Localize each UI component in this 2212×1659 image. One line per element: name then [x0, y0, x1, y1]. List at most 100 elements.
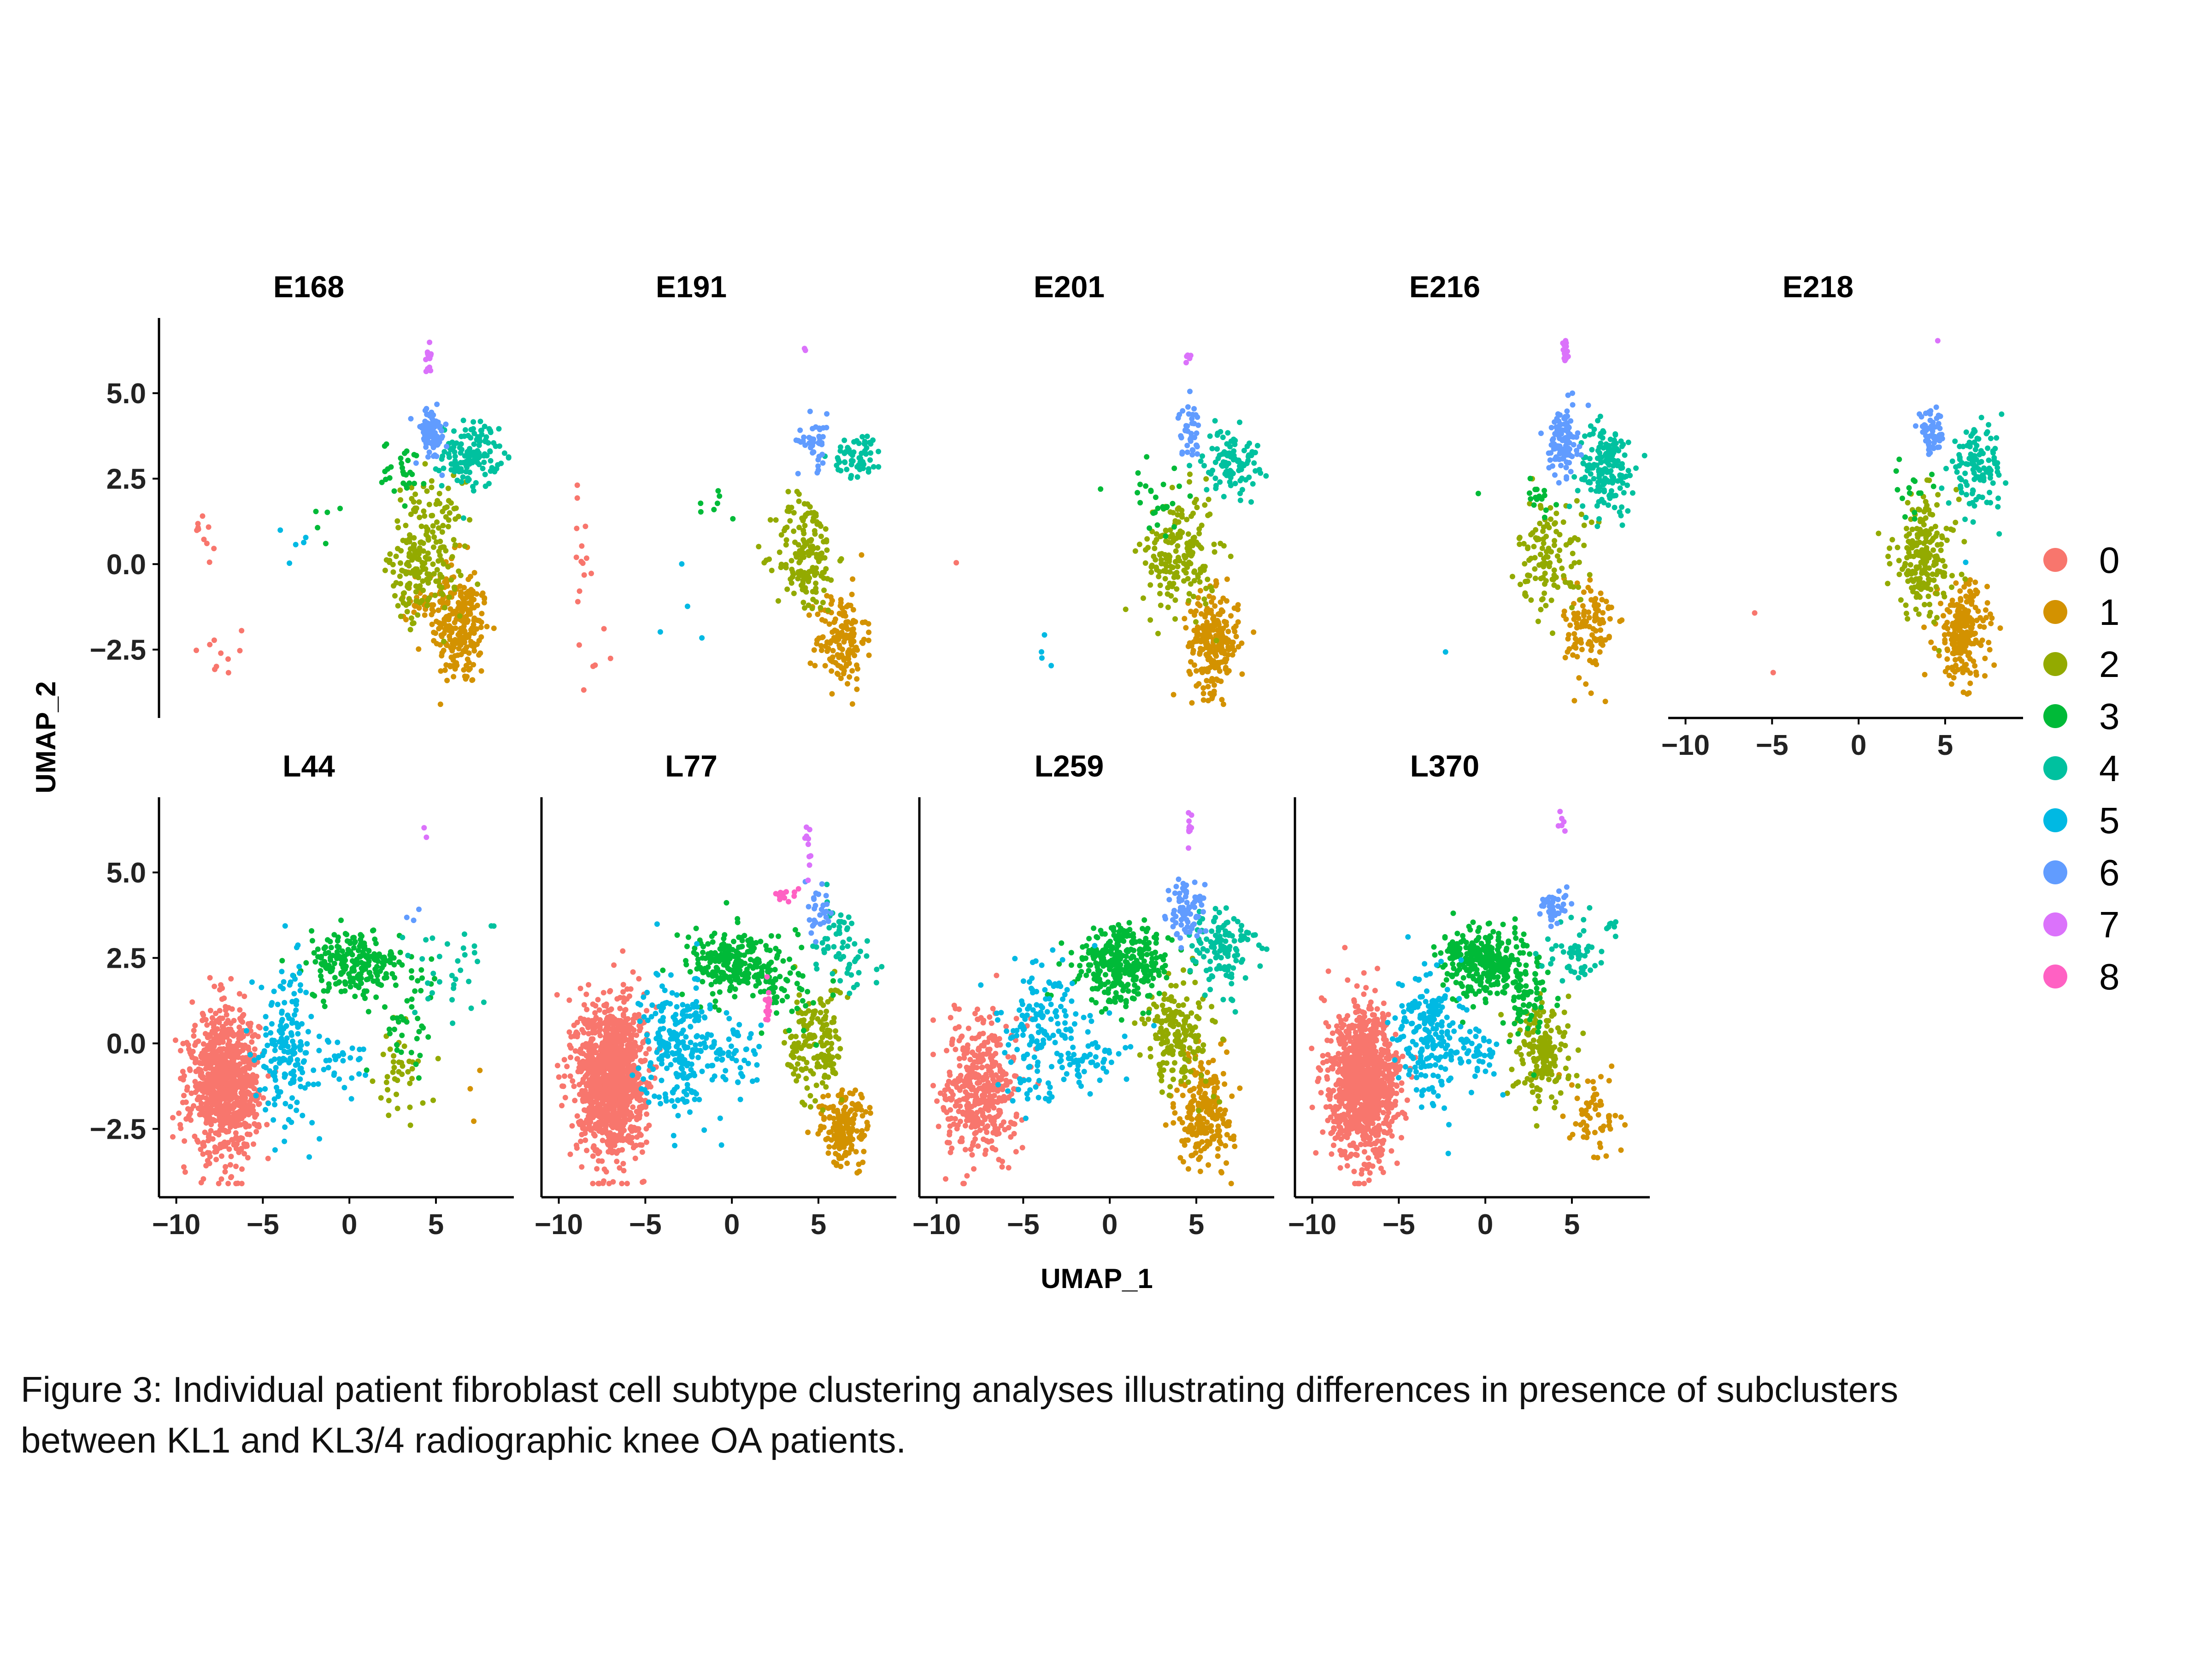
point-cluster-6 [1556, 456, 1562, 462]
point-cluster-2 [1896, 558, 1902, 564]
point-cluster-1 [1953, 580, 1959, 586]
point-cluster-1 [1205, 698, 1211, 704]
point-cluster-3 [346, 971, 352, 977]
point-cluster-5 [289, 999, 295, 1005]
point-cluster-1 [822, 618, 828, 624]
point-cluster-2 [1163, 569, 1169, 575]
point-cluster-1 [435, 607, 441, 613]
point-cluster-5 [1039, 655, 1045, 661]
point-cluster-4 [1217, 479, 1223, 485]
point-cluster-4 [1627, 472, 1633, 478]
point-cluster-5 [293, 1007, 299, 1013]
point-cluster-2 [806, 569, 812, 575]
point-cluster-3 [1135, 470, 1141, 476]
point-cluster-1 [452, 666, 458, 672]
point-cluster-3 [373, 941, 379, 947]
point-cluster-6 [819, 452, 825, 458]
point-cluster-1 [1183, 625, 1189, 631]
point-cluster-2 [1910, 578, 1916, 584]
point-cluster-3 [364, 1067, 370, 1073]
point-cluster-1 [835, 632, 841, 638]
point-cluster-2 [1896, 571, 1902, 577]
point-cluster-5 [253, 1093, 259, 1099]
point-cluster-3 [1553, 502, 1559, 508]
point-cluster-2 [433, 539, 439, 545]
x-tick-label: 5 [1937, 729, 1953, 761]
point-cluster-0 [567, 1151, 573, 1157]
point-cluster-1 [429, 621, 435, 627]
point-cluster-2 [1148, 564, 1154, 570]
point-cluster-0 [233, 1050, 239, 1056]
point-cluster-2 [390, 562, 396, 568]
point-cluster-2 [815, 545, 821, 551]
point-cluster-4 [856, 441, 862, 446]
point-cluster-1 [479, 611, 485, 617]
point-cluster-3 [405, 458, 411, 464]
point-cluster-2 [1510, 574, 1515, 580]
point-cluster-2 [1157, 582, 1163, 588]
point-cluster-1 [1204, 678, 1210, 683]
point-cluster-0 [256, 1101, 262, 1107]
point-cluster-4 [1253, 468, 1259, 474]
point-cluster-7 [1563, 353, 1569, 359]
point-cluster-3 [319, 977, 324, 983]
point-cluster-2 [1570, 551, 1576, 556]
point-cluster-3 [404, 448, 410, 454]
point-cluster-4 [1600, 482, 1606, 488]
point-cluster-0 [601, 626, 607, 632]
point-cluster-0 [230, 1122, 236, 1128]
point-cluster-5 [288, 1104, 294, 1110]
point-cluster-3 [1147, 525, 1153, 531]
point-cluster-2 [398, 581, 403, 587]
point-cluster-1 [1251, 629, 1257, 635]
point-cluster-1 [1597, 649, 1603, 655]
point-cluster-3 [1163, 533, 1169, 539]
point-cluster-6 [1191, 406, 1197, 412]
points [554, 824, 885, 1187]
point-cluster-4 [1580, 460, 1586, 466]
point-cluster-1 [1988, 621, 1994, 626]
point-cluster-0 [232, 1073, 237, 1079]
point-cluster-0 [241, 1151, 247, 1157]
point-cluster-2 [1934, 502, 1940, 508]
point-cluster-4 [1596, 516, 1602, 522]
point-cluster-0 [200, 1075, 206, 1081]
point-cluster-3 [1153, 494, 1159, 500]
point-cluster-4 [1239, 475, 1245, 481]
point-cluster-3 [415, 1016, 421, 1021]
point-cluster-0 [217, 1098, 223, 1104]
point-cluster-4 [483, 434, 489, 440]
point-cluster-3 [328, 945, 334, 951]
point-cluster-0 [212, 1144, 218, 1150]
point-cluster-2 [395, 603, 401, 609]
point-cluster-6 [1178, 433, 1184, 439]
point-cluster-5 [271, 988, 277, 994]
point-cluster-1 [457, 542, 462, 548]
point-cluster-0 [620, 982, 626, 988]
point-cluster-4 [487, 448, 493, 454]
point-cluster-4 [1946, 500, 1952, 506]
point-cluster-2 [1209, 588, 1215, 594]
point-cluster-2 [445, 485, 451, 491]
point-cluster-1 [443, 576, 449, 582]
point-cluster-3 [378, 982, 384, 988]
point-cluster-1 [1953, 663, 1959, 668]
x-tick-label: 0 [1851, 729, 1866, 761]
point-cluster-1 [1581, 608, 1587, 614]
point-cluster-2 [409, 1076, 415, 1082]
point-cluster-2 [387, 551, 393, 557]
point-cluster-2 [425, 537, 431, 543]
point-cluster-1 [1986, 640, 1992, 646]
point-cluster-3 [1929, 471, 1935, 477]
point-cluster-1 [1967, 656, 1973, 662]
point-cluster-0 [583, 991, 589, 997]
point-cluster-4 [1978, 415, 1984, 420]
point-cluster-2 [1531, 544, 1537, 549]
point-cluster-1 [1966, 690, 1972, 696]
point-cluster-7 [1183, 359, 1189, 365]
point-cluster-1 [1224, 670, 1230, 676]
point-cluster-3 [1912, 478, 1918, 484]
point-cluster-7 [427, 339, 433, 345]
point-cluster-2 [440, 592, 446, 597]
point-cluster-2 [429, 513, 435, 518]
